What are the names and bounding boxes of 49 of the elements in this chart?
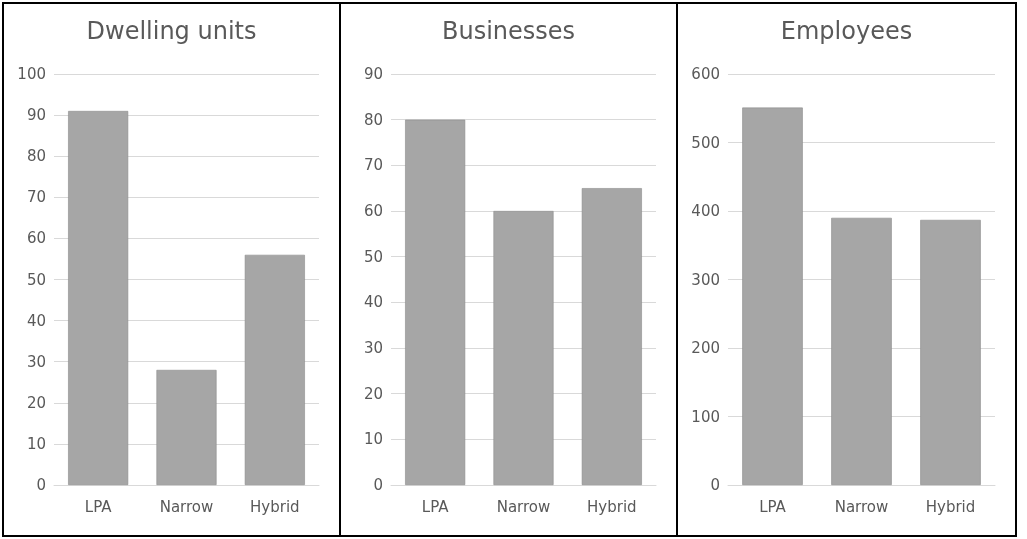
x-tick-label: LPA — [421, 497, 450, 516]
y-tick-label: 200 — [691, 339, 720, 357]
chart-title: Dwelling units — [86, 17, 257, 45]
y-tick-label: 300 — [691, 270, 720, 289]
y-tick-label: 400 — [691, 202, 720, 220]
y-tick-label: 20 — [363, 384, 383, 403]
y-tick-label: 50 — [26, 270, 46, 289]
y-tick-label: 80 — [363, 110, 383, 129]
y-tick-label: 0 — [373, 476, 383, 494]
y-tick-label: 0 — [36, 476, 46, 494]
bar — [493, 211, 554, 485]
bar — [920, 219, 981, 485]
x-tick-label: LPA — [84, 497, 113, 516]
y-tick-label: 40 — [26, 311, 46, 330]
y-tick-label: 30 — [26, 352, 46, 371]
x-tick-label: Hybrid — [250, 497, 300, 516]
y-tick-label: 80 — [26, 147, 46, 166]
chart-title: Employees — [780, 17, 913, 45]
y-tick-label: 100 — [691, 407, 720, 426]
x-tick-label: Narrow — [496, 497, 551, 516]
y-tick-label: 60 — [26, 229, 46, 248]
bar — [742, 107, 803, 485]
bar — [156, 369, 217, 485]
y-tick-label: 70 — [363, 156, 383, 175]
y-tick-label: 10 — [26, 434, 46, 453]
bar — [405, 119, 466, 485]
x-tick-label: Hybrid — [587, 497, 637, 516]
x-tick-label: Narrow — [159, 497, 214, 516]
y-tick-label: 600 — [691, 65, 720, 83]
y-tick-label: 10 — [363, 430, 383, 449]
y-tick-label: 70 — [26, 188, 46, 207]
y-tick-label: 90 — [363, 65, 383, 83]
y-tick-label: 20 — [26, 393, 46, 412]
bar — [831, 217, 892, 485]
x-tick-label: Hybrid — [925, 497, 976, 516]
y-tick-label: 500 — [691, 133, 720, 152]
y-tick-label: 30 — [363, 339, 383, 357]
bar — [244, 254, 305, 485]
bar — [68, 110, 129, 485]
x-tick-label: LPA — [759, 497, 787, 516]
y-tick-label: 90 — [26, 106, 46, 125]
y-tick-label: 0 — [710, 476, 720, 494]
bar — [581, 188, 642, 485]
x-tick-label: Narrow — [834, 497, 889, 516]
y-tick-label: 40 — [363, 293, 383, 312]
y-tick-label: 60 — [363, 202, 383, 220]
y-tick-label: 100 — [17, 65, 46, 83]
y-tick-label: 50 — [363, 247, 383, 266]
chart-title: Businesses — [441, 17, 576, 45]
